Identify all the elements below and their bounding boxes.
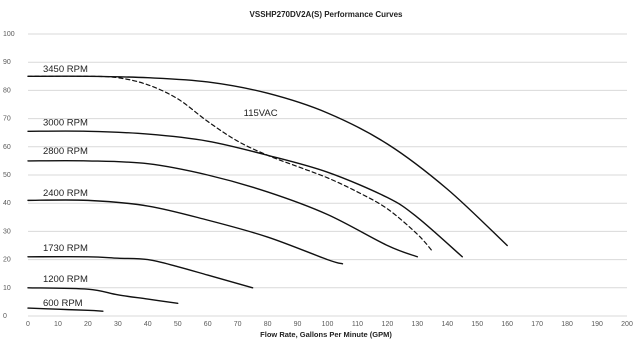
series-line-115vac [27,75,433,252]
y-tick-label-60: 60 [3,144,11,151]
x-tick-label-70: 70 [234,321,242,328]
x-tick-label-180: 180 [561,321,573,328]
y-tick-label-20: 20 [3,257,11,264]
series-label-3000-rpm: 3000 RPM [43,118,88,129]
x-tick-label-160: 160 [501,321,513,328]
x-tick-label-170: 170 [531,321,543,328]
y-tick-label-80: 80 [3,87,11,94]
x-axis-label: Flow Rate, Gallons Per Minute (GPM) [260,330,392,339]
x-tick-label-200: 200 [621,321,633,328]
series-line-2800-rpm [27,159,419,258]
series-line-2400-rpm [27,199,344,265]
x-tick-label-150: 150 [471,321,483,328]
x-tick-label-60: 60 [204,321,212,328]
x-tick-label-40: 40 [144,321,152,328]
series-label-3450-rpm: 3450 RPM [43,64,88,75]
series-line-1200-rpm [27,287,179,305]
x-tick-label-110: 110 [352,321,363,328]
x-tick-label-20: 20 [84,321,92,328]
x-tick-label-30: 30 [114,321,122,328]
series-line-3000-rpm [27,130,463,258]
y-tick-label-40: 40 [3,200,11,207]
x-tick-label-130: 130 [412,321,424,328]
series-labels: 3450 RPM 115VAC 3000 RPM 2800 RPM 2400 RPM 17… [43,64,278,309]
series-label-1200-rpm: 1200 RPM [43,274,88,285]
y-tick-label-30: 30 [3,228,11,235]
y-tick-label-70: 70 [3,116,11,123]
x-tick-label-90: 90 [294,321,302,328]
series-line-600-rpm [27,307,104,312]
series-line-1730-rpm [27,255,254,289]
series-label-115vac: 115VAC [244,108,278,119]
x-tick-label-120: 120 [382,321,394,328]
y-axis: 0 10 20 30 40 50 60 70 80 90 100 [3,31,15,320]
series-line-3450-rpm [27,75,508,247]
y-tick-label-10: 10 [3,285,11,292]
x-tick-label-140: 140 [441,321,453,328]
y-tick-label-90: 90 [3,59,11,66]
x-tick-label-80: 80 [264,321,272,328]
series-label-1730-rpm: 1730 RPM [43,243,88,254]
series-label-600-rpm: 600 RPM [43,298,83,309]
x-tick-label-0: 0 [26,321,30,328]
y-tick-label-100: 100 [3,31,15,38]
chart-title: VSSHP270DV2A(S) Performance Curves [250,10,404,19]
x-tick-label-190: 190 [591,321,603,328]
y-tick-label-0: 0 [3,313,7,320]
series-curves [27,75,508,312]
x-tick-label-50: 50 [174,321,182,328]
y-tick-label-50: 50 [3,172,11,179]
gridlines [28,33,627,317]
x-tick-label-10: 10 [54,321,62,328]
series-label-2400-rpm: 2400 RPM [43,188,88,199]
series-label-2800-rpm: 2800 RPM [43,146,88,157]
x-tick-label-100: 100 [322,321,334,328]
x-axis: 0 10 20 30 40 50 60 70 80 90 100 110 120 130 140 150 160… [26,321,633,328]
